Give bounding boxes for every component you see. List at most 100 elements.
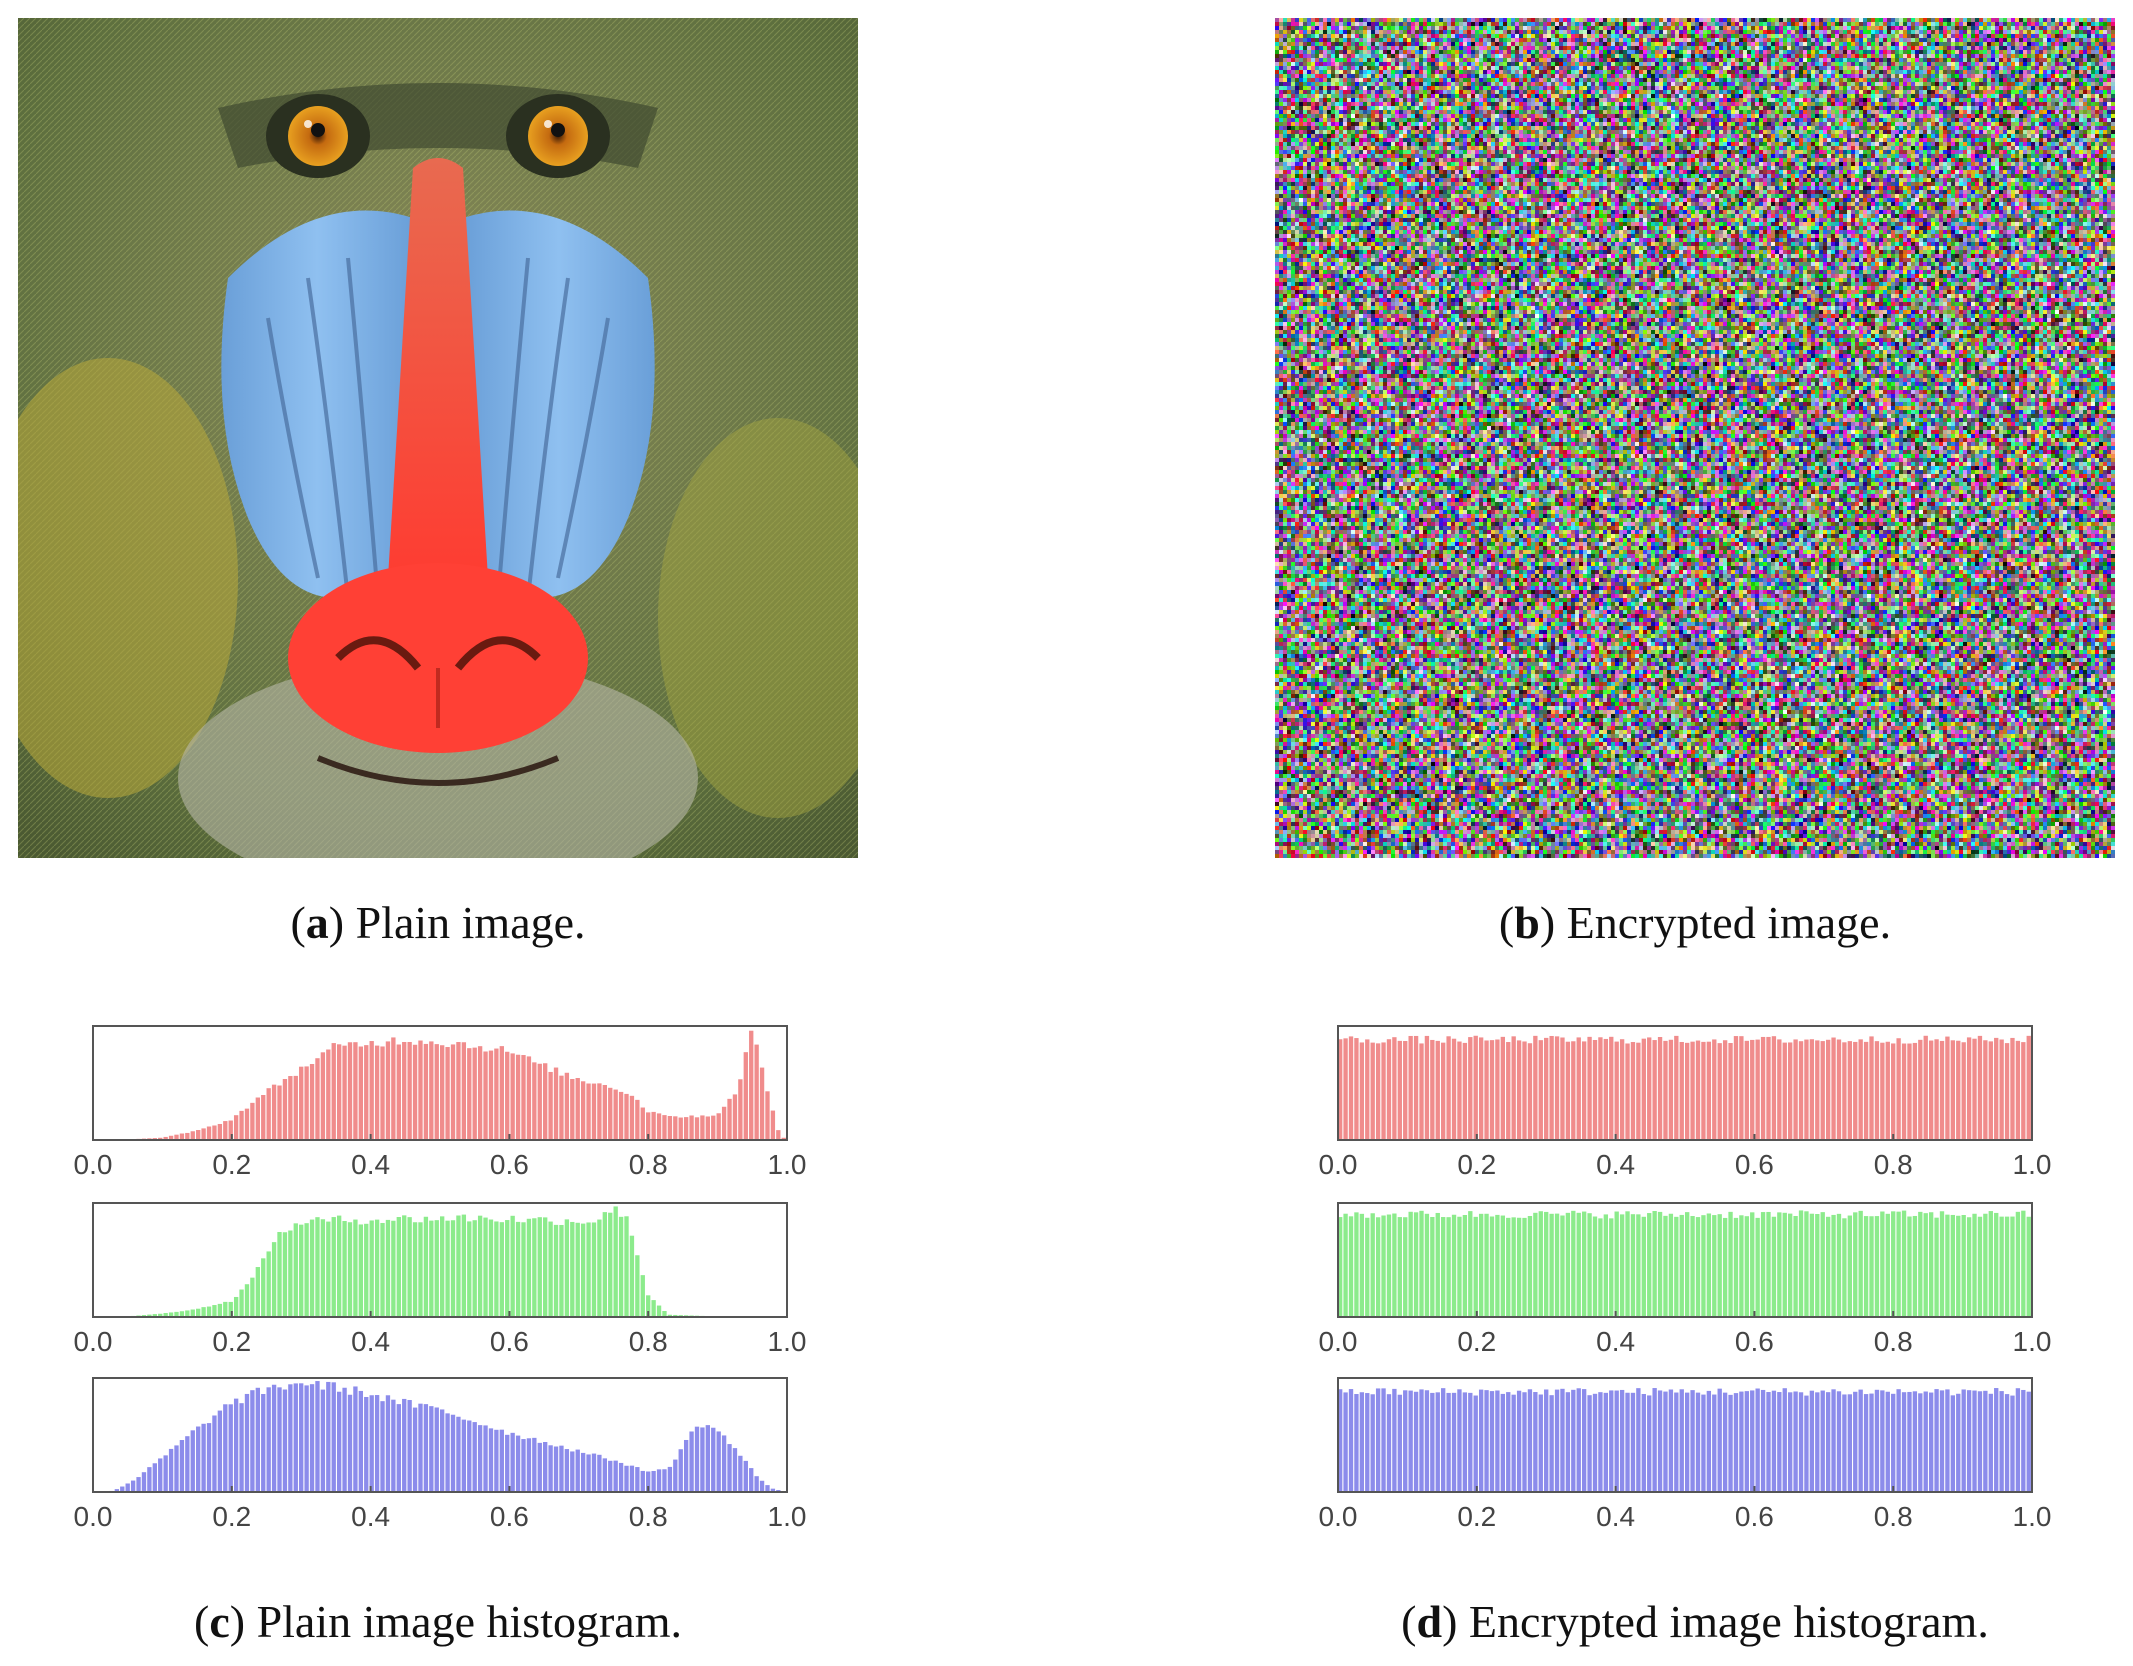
- histogram-bar: [1750, 1039, 1755, 1140]
- histogram-bar: [233, 1296, 239, 1317]
- histogram-bar: [1457, 1389, 1462, 1492]
- histogram-bar: [732, 1448, 738, 1492]
- histogram-bar: [261, 1393, 266, 1492]
- histogram-bar: [1793, 1216, 1798, 1317]
- histogram-bar: [1668, 1039, 1674, 1140]
- histogram-bar: [1939, 1390, 1945, 1492]
- histogram-bar: [1977, 1391, 1983, 1492]
- histogram-bar: [505, 1434, 510, 1492]
- histogram-bar: [1912, 1042, 1918, 1140]
- histogram-bar: [418, 1403, 423, 1492]
- histogram-bar: [1939, 1040, 1945, 1140]
- histogram-bar: [299, 1383, 304, 1492]
- histogram-bar: [656, 1305, 662, 1317]
- histogram-bar: [1983, 1213, 1988, 1317]
- histogram-bar: [700, 1427, 705, 1492]
- histogram-bar: [1576, 1388, 1581, 1492]
- histogram-bar: [575, 1449, 580, 1492]
- histogram-bar: [510, 1053, 515, 1140]
- histogram-bar: [1798, 1041, 1804, 1140]
- histogram-bar: [1554, 1213, 1560, 1317]
- histogram-bar: [1338, 1389, 1343, 1492]
- histogram-bar: [1679, 1041, 1684, 1140]
- histogram-bar: [1560, 1388, 1565, 1492]
- histogram-bar: [369, 1041, 374, 1140]
- histogram-bar: [667, 1116, 673, 1140]
- histogram-bar: [543, 1217, 548, 1317]
- histogram-bar: [147, 1467, 152, 1492]
- histogram-bar: [315, 1381, 320, 1492]
- histogram-bar: [1966, 1217, 1972, 1317]
- histogram-bar: [1901, 1210, 1907, 1317]
- histogram-bar: [1928, 1040, 1934, 1140]
- histogram-bar: [1825, 1216, 1831, 1317]
- histogram-bar: [358, 1224, 364, 1317]
- histogram-bar: [261, 1095, 266, 1140]
- histogram-bar: [1484, 1213, 1489, 1317]
- x-tick-label: 0.8: [1874, 1326, 1913, 1357]
- histogram-bar: [1462, 1215, 1468, 1317]
- histogram-bar: [434, 1407, 439, 1492]
- histogram-bar: [1766, 1211, 1771, 1317]
- histogram-bar: [396, 1404, 401, 1492]
- histogram-bar: [521, 1055, 526, 1140]
- histogram-bar: [1695, 1217, 1701, 1317]
- histogram-bar: [1847, 1394, 1852, 1492]
- histogram-bar: [1571, 1210, 1576, 1317]
- histogram-bar: [1863, 1394, 1869, 1492]
- histogram-bar: [515, 1435, 521, 1492]
- histogram-bar: [564, 1449, 570, 1492]
- histogram-bar: [1430, 1039, 1435, 1140]
- histogram-bar: [1706, 1041, 1712, 1140]
- histogram-bar: [586, 1222, 591, 1317]
- histogram-bar: [543, 1063, 548, 1140]
- x-tick-label: 0.0: [1319, 1149, 1358, 1180]
- histogram-bar: [1685, 1392, 1690, 1492]
- histogram-bar: [320, 1219, 326, 1317]
- histogram-bar: [1739, 1391, 1744, 1492]
- histogram-bar: [1549, 1395, 1554, 1492]
- histogram-bar: [223, 1301, 228, 1317]
- histogram-bar: [1408, 1035, 1413, 1140]
- histogram-bar: [179, 1311, 185, 1317]
- histogram-bar: [472, 1047, 477, 1140]
- histogram-bar: [1999, 1216, 2004, 1317]
- histogram-bar: [1788, 1042, 1793, 1140]
- histogram-bar: [412, 1407, 418, 1492]
- histogram-bar: [1587, 1036, 1592, 1140]
- histogram-bar: [1435, 1040, 1440, 1140]
- histogram-bar: [624, 1216, 629, 1317]
- histogram-bar: [1788, 1213, 1793, 1317]
- histogram-bar: [1885, 1041, 1890, 1140]
- histogram-bar: [721, 1435, 727, 1492]
- histogram-bar: [450, 1044, 456, 1140]
- histogram-bar: [1533, 1212, 1538, 1317]
- histogram-bar: [597, 1083, 602, 1140]
- histogram-bar: [1533, 1035, 1538, 1140]
- histogram-bar: [315, 1058, 320, 1140]
- histogram-bar: [331, 1217, 336, 1317]
- histogram-bar: [483, 1425, 488, 1492]
- histogram-bar: [1652, 1388, 1657, 1492]
- histogram-bar: [1950, 1214, 1956, 1317]
- histogram-bar: [1544, 1211, 1549, 1317]
- histogram-bar: [358, 1390, 364, 1492]
- histogram-bar: [1820, 1041, 1825, 1140]
- histogram-bar: [407, 1041, 412, 1140]
- histogram-bar: [326, 1381, 331, 1492]
- histogram-bar: [1956, 1215, 1961, 1317]
- histogram-bar: [646, 1295, 651, 1317]
- histogram-bar: [548, 1445, 553, 1492]
- histogram-bar: [1451, 1038, 1457, 1140]
- x-tick-label: 1.0: [768, 1326, 807, 1357]
- histogram-bar: [483, 1217, 488, 1317]
- histogram-bar: [1581, 1041, 1587, 1140]
- histogram-bar: [1891, 1211, 1896, 1317]
- histogram-bar: [423, 1216, 429, 1317]
- histogram-bar: [1348, 1036, 1354, 1140]
- histogram-bar: [1370, 1394, 1375, 1492]
- histogram-bar: [179, 1133, 185, 1140]
- histogram-bar: [1755, 1039, 1760, 1140]
- histogram-bar: [1424, 1390, 1430, 1492]
- histogram-bar: [271, 1242, 277, 1317]
